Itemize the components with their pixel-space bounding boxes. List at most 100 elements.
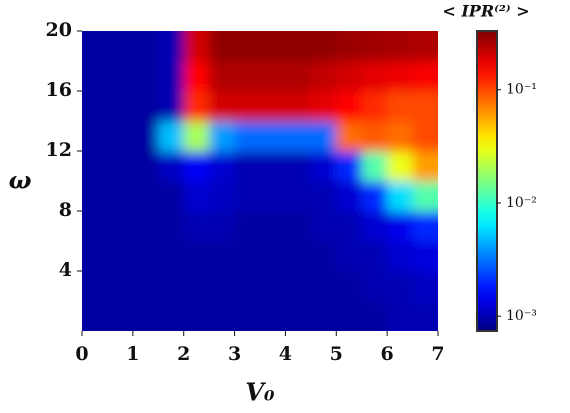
heatmap-cell [234, 301, 261, 331]
heatmap-cell [336, 181, 363, 212]
heatmap-cell [260, 91, 286, 122]
heatmap-cell [234, 121, 261, 152]
heatmap-cell [82, 121, 108, 152]
heatmap-cell [183, 241, 210, 272]
heatmap-cell [310, 181, 337, 212]
heatmap-cell [310, 31, 337, 62]
heatmap-cell [361, 301, 388, 331]
heatmap-cell [209, 31, 236, 62]
heatmap-cell [158, 151, 185, 182]
heatmap-cell [82, 31, 108, 62]
heatmap-cell [260, 241, 286, 272]
heatmap-cell [183, 301, 210, 331]
y-tick-label: 16 [46, 79, 72, 101]
heatmap-cell [387, 91, 414, 122]
heatmap-cell [285, 91, 312, 122]
heatmap-cell [361, 121, 388, 152]
heatmap-cell [310, 211, 337, 242]
heatmap-cell [387, 301, 414, 331]
heatmap-cell [412, 151, 438, 182]
heatmap-cell [158, 121, 185, 152]
heatmap-cell [209, 211, 236, 242]
heatmap-cell [82, 91, 108, 122]
heatmap-cell [183, 181, 210, 212]
heatmap-cell [412, 121, 438, 152]
x-tick-label: 2 [177, 343, 190, 365]
heatmap-cell [412, 181, 438, 212]
heatmap-cell [310, 61, 337, 92]
heatmap-cell [183, 31, 210, 62]
colorbar [476, 30, 498, 332]
heatmap [82, 31, 438, 331]
heatmap-cell [132, 301, 159, 331]
heatmap-cell [361, 181, 388, 212]
x-tick-label: 1 [126, 343, 139, 365]
heatmap-cell [387, 121, 414, 152]
heatmap-cell [234, 271, 261, 302]
heatmap-cell [387, 241, 414, 272]
heatmap-cell [310, 241, 337, 272]
y-axis-label: ω [9, 166, 32, 195]
heatmap-cell [336, 61, 363, 92]
heatmap-cell [82, 211, 108, 242]
heatmap-cell [158, 181, 185, 212]
heatmap-cell [361, 61, 388, 92]
heatmap-cell [387, 271, 414, 302]
heatmap-cell [387, 211, 414, 242]
heatmap-cell [82, 61, 108, 92]
heatmap-cell [183, 211, 210, 242]
heatmap-cell [107, 61, 134, 92]
heatmap-cell [82, 241, 108, 272]
heatmap-cell [361, 271, 388, 302]
y-tick-label: 8 [59, 199, 72, 221]
heatmap-cell [285, 61, 312, 92]
heatmap-cell [336, 271, 363, 302]
heatmap-cell [285, 151, 312, 182]
heatmap-cell [234, 91, 261, 122]
heatmap-cell [412, 211, 438, 242]
heatmap-cell [387, 151, 414, 182]
heatmap-cell [158, 61, 185, 92]
heatmap-cell [209, 241, 236, 272]
heatmap-cell [310, 91, 337, 122]
heatmap-cell [336, 301, 363, 331]
heatmap-cell [107, 211, 134, 242]
heatmap-cell [132, 211, 159, 242]
heatmap-cell [209, 181, 236, 212]
heatmap-cell [82, 271, 108, 302]
heatmap-cell [412, 31, 438, 62]
heatmap-cell [183, 61, 210, 92]
heatmap-cell [336, 121, 363, 152]
heatmap-cell [336, 31, 363, 62]
heatmap-cell [132, 31, 159, 62]
heatmap-cell [412, 241, 438, 272]
heatmap-cell [285, 241, 312, 272]
heatmap-cell [412, 61, 438, 92]
heatmap-cell [107, 181, 134, 212]
y-tick-label: 20 [46, 19, 72, 41]
heatmap-cell [234, 211, 261, 242]
heatmap-cell [82, 181, 108, 212]
colorbar-tick-label: 10⁻¹ [506, 82, 537, 98]
x-tick-label: 5 [330, 343, 343, 365]
colorbar-tick-label: 10⁻² [506, 195, 537, 211]
heatmap-cell [158, 241, 185, 272]
heatmap-cell [107, 31, 134, 62]
heatmap-cell [132, 61, 159, 92]
heatmap-cell [209, 271, 236, 302]
heatmap-cell [361, 151, 388, 182]
heatmap-cell [209, 151, 236, 182]
colorbar-label: < IPR⁽²⁾ > [442, 2, 529, 21]
heatmap-cell [82, 151, 108, 182]
heatmap-cell [132, 121, 159, 152]
heatmap-cell [107, 301, 134, 331]
x-tick-label: 6 [381, 343, 394, 365]
y-tick-label: 12 [46, 139, 72, 161]
heatmap-cell [285, 181, 312, 212]
heatmap-cell [107, 151, 134, 182]
heatmap-cell [183, 91, 210, 122]
heatmap-cell [336, 211, 363, 242]
heatmap-cell [310, 271, 337, 302]
x-tick-label: 4 [279, 343, 292, 365]
